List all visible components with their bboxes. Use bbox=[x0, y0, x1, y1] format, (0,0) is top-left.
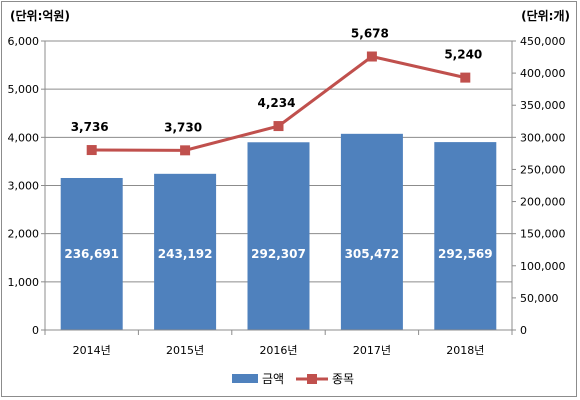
right-tick-label: 100,000 bbox=[520, 260, 566, 273]
line-point bbox=[180, 145, 191, 156]
line-data-label: 3,730 bbox=[164, 120, 202, 134]
bar bbox=[60, 177, 123, 330]
legend: 금액 종목 bbox=[232, 372, 354, 386]
left-tick-label: 3,000 bbox=[8, 180, 40, 193]
line-data-label: 5,678 bbox=[351, 27, 389, 41]
right-tick-label: 50,000 bbox=[520, 292, 559, 305]
left-tick-label: 1,000 bbox=[8, 276, 40, 289]
bar bbox=[434, 142, 497, 330]
line-data-label: 3,736 bbox=[71, 120, 109, 134]
bar bbox=[340, 133, 403, 330]
left-tick-label: 4,000 bbox=[8, 131, 40, 144]
right-tick-label: 150,000 bbox=[520, 228, 566, 241]
left-tick-label: 2,000 bbox=[8, 228, 40, 241]
bar-data-label: 236,691 bbox=[64, 247, 119, 261]
line-data-label: 5,240 bbox=[444, 48, 482, 62]
right-tick-label: 350,000 bbox=[520, 99, 566, 112]
right-tick-label: 300,000 bbox=[520, 131, 566, 144]
legend-bar-swatch bbox=[232, 374, 258, 383]
bar-data-label: 305,472 bbox=[345, 247, 400, 261]
bar-data-label: 292,307 bbox=[251, 247, 306, 261]
legend-bar-label: 금액 bbox=[262, 372, 284, 386]
right-axis-unit: (단위:개) bbox=[521, 8, 570, 23]
x-tick-label: 2015년 bbox=[166, 344, 204, 357]
right-tick-label: 450,000 bbox=[520, 35, 566, 48]
line-data-label: 4,234 bbox=[258, 96, 296, 110]
line-point bbox=[86, 145, 97, 156]
left-tick-label: 0 bbox=[32, 324, 39, 337]
left-tick-label: 6,000 bbox=[8, 35, 40, 48]
legend-line-label: 종목 bbox=[332, 372, 354, 386]
left-tick-label: 5,000 bbox=[8, 83, 40, 96]
bar-series: 236,691 243,192 292,307 305,472 292,569 bbox=[60, 133, 497, 330]
x-tick-label: 2017년 bbox=[353, 344, 391, 357]
right-tick-label: 250,000 bbox=[520, 163, 566, 176]
x-tick-label: 2014년 bbox=[73, 344, 111, 357]
line-point bbox=[273, 121, 284, 132]
right-tick-label: 400,000 bbox=[520, 67, 566, 80]
line-point bbox=[460, 72, 471, 83]
x-tick-label: 2018년 bbox=[446, 344, 484, 357]
bar bbox=[154, 173, 217, 330]
bar-data-label: 292,569 bbox=[438, 247, 493, 261]
axes: 6,000 5,000 4,000 3,000 2,000 1,000 0 450,000 40… bbox=[8, 35, 566, 357]
line-point bbox=[366, 51, 377, 62]
left-axis-unit: (단위:억원) bbox=[10, 8, 70, 23]
right-tick-label: 200,000 bbox=[520, 196, 566, 209]
x-tick-label: 2016년 bbox=[259, 344, 297, 357]
bar-data-label: 243,192 bbox=[158, 247, 213, 261]
bar bbox=[247, 142, 310, 330]
line-series: 3,736 3,730 4,234 5,678 5,240 bbox=[71, 27, 482, 156]
right-tick-label: 0 bbox=[520, 324, 527, 337]
legend-line-marker bbox=[307, 374, 317, 384]
